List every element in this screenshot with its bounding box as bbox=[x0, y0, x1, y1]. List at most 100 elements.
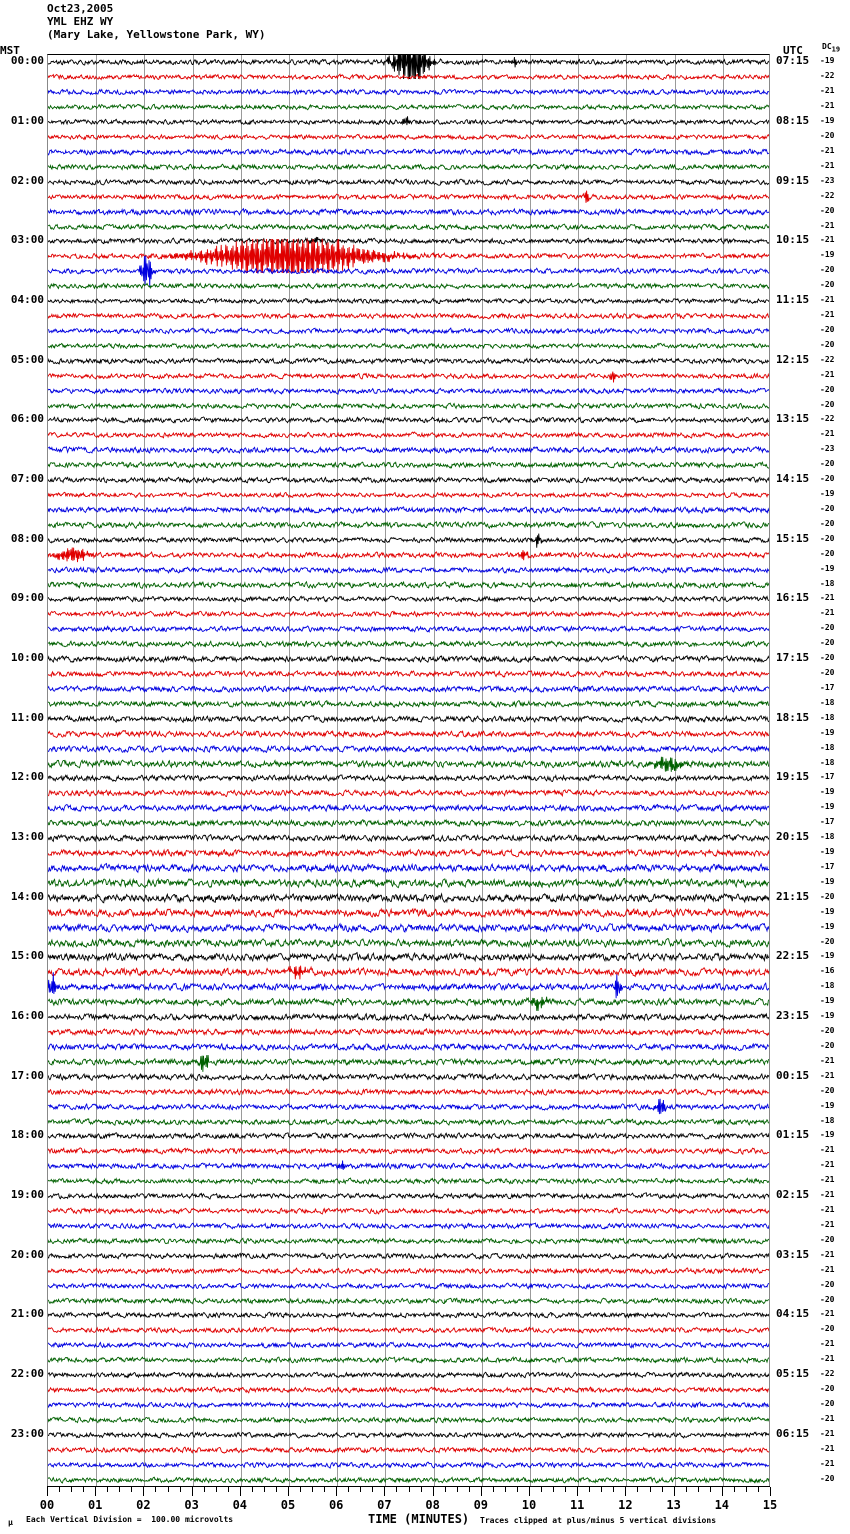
gridline-minute-14 bbox=[722, 55, 724, 1486]
dc-value: -21 bbox=[820, 1205, 835, 1215]
trace-row bbox=[48, 1194, 769, 1228]
x-tick-minor bbox=[263, 1487, 265, 1492]
mst-time-label: 21:00 bbox=[10, 1307, 44, 1321]
trace-row bbox=[48, 1463, 769, 1486]
x-tick-major bbox=[673, 1487, 675, 1496]
trace-row bbox=[48, 1418, 769, 1452]
gridline-minute-01 bbox=[96, 55, 98, 1486]
dc-value: -21 bbox=[820, 369, 835, 379]
x-tick-minor bbox=[203, 1487, 205, 1492]
x-tick-minor bbox=[757, 1487, 759, 1492]
trace-row bbox=[48, 433, 769, 467]
trace-row bbox=[48, 359, 769, 393]
x-tick-minor bbox=[348, 1487, 350, 1492]
x-tick-major bbox=[384, 1487, 386, 1496]
clip-note: Traces clipped at plus/minus 5 vertical … bbox=[480, 1516, 717, 1525]
header-block: Oct23,2005 YML EHZ WY (Mary Lake, Yellow… bbox=[47, 2, 266, 41]
dc-value: -18 bbox=[820, 981, 835, 991]
x-tick-minor bbox=[745, 1487, 747, 1492]
x-tick-minor bbox=[661, 1487, 663, 1492]
x-tick-minor bbox=[565, 1487, 567, 1492]
utc-time-label: 06:15 bbox=[776, 1426, 810, 1440]
dc-value: -19 bbox=[820, 996, 835, 1006]
trace-row bbox=[48, 806, 769, 840]
x-tick-label: 03 bbox=[184, 1498, 199, 1512]
mst-time-label: 17:00 bbox=[10, 1068, 44, 1082]
trace-row bbox=[48, 448, 769, 482]
dc-value: -18 bbox=[820, 712, 835, 722]
trace-row bbox=[48, 732, 769, 766]
utc-time-label: 20:15 bbox=[776, 830, 810, 844]
dc-value: -21 bbox=[820, 1249, 835, 1259]
x-tick-minor bbox=[589, 1487, 591, 1492]
x-tick-major bbox=[336, 1487, 338, 1496]
trace-row bbox=[48, 657, 769, 691]
dc-value: -20 bbox=[820, 384, 835, 394]
mst-time-label: 06:00 bbox=[10, 412, 44, 426]
x-tick-minor bbox=[613, 1487, 615, 1492]
x-tick-minor bbox=[372, 1487, 374, 1492]
trace-row bbox=[48, 90, 769, 124]
x-tick-minor bbox=[119, 1487, 121, 1492]
trace-row bbox=[48, 314, 769, 348]
dc-value: -20 bbox=[820, 891, 835, 901]
dc-value: -19 bbox=[820, 116, 835, 126]
helicorder-plot[interactable] bbox=[47, 54, 770, 1486]
x-axis-ticks bbox=[47, 1487, 771, 1496]
trace-row bbox=[48, 299, 769, 333]
dc-value: -22 bbox=[820, 71, 835, 81]
dc-value: -19 bbox=[820, 876, 835, 886]
trace-row bbox=[48, 896, 769, 930]
utc-time-label: 16:15 bbox=[776, 591, 810, 605]
trace-row bbox=[48, 1388, 769, 1422]
mst-time-label: 10:00 bbox=[10, 651, 44, 665]
trace-row bbox=[48, 1060, 769, 1094]
utc-axis-label: UTC bbox=[783, 44, 803, 57]
x-tick-minor bbox=[516, 1487, 518, 1492]
utc-time-label: 22:15 bbox=[776, 949, 810, 963]
dc-value: -17 bbox=[820, 682, 835, 692]
x-tick-major bbox=[625, 1487, 627, 1496]
dc-value: -21 bbox=[820, 1160, 835, 1170]
mst-time-label: 22:00 bbox=[10, 1367, 44, 1381]
x-tick-major bbox=[239, 1487, 241, 1496]
mst-axis-label: MST bbox=[0, 44, 20, 57]
dc-value: -19 bbox=[820, 489, 835, 499]
x-tick-label: 15 bbox=[762, 1498, 778, 1512]
trace-row bbox=[48, 955, 769, 989]
dc-value: -21 bbox=[820, 1339, 835, 1349]
dc-value: -20 bbox=[820, 339, 835, 349]
trace-row bbox=[48, 747, 769, 781]
dc-value: -21 bbox=[820, 1458, 835, 1468]
dc-value: -20 bbox=[820, 1294, 835, 1304]
utc-time-label: 01:15 bbox=[776, 1128, 810, 1142]
mst-time-label: 05:00 bbox=[10, 352, 44, 366]
x-tick-minor bbox=[215, 1487, 217, 1492]
mst-time-label: 15:00 bbox=[10, 949, 44, 963]
trace-row bbox=[48, 60, 769, 94]
x-tick-minor bbox=[553, 1487, 555, 1492]
x-tick-minor bbox=[83, 1487, 85, 1492]
utc-time-label: 04:15 bbox=[776, 1307, 810, 1321]
mst-time-label: 23:00 bbox=[10, 1426, 44, 1440]
microvolt-symbol: μ bbox=[8, 1518, 13, 1527]
trace-row bbox=[48, 269, 769, 303]
trace-row bbox=[48, 1119, 769, 1153]
gridline-minute-03 bbox=[192, 55, 194, 1486]
dc-value: -19 bbox=[820, 727, 835, 737]
x-tick-label: 09 bbox=[473, 1498, 489, 1512]
utc-time-label: 05:15 bbox=[776, 1367, 810, 1381]
trace-row bbox=[48, 1000, 769, 1034]
dc-value: -21 bbox=[820, 1443, 835, 1453]
x-tick-major bbox=[432, 1487, 434, 1496]
x-tick-minor bbox=[649, 1487, 651, 1492]
dc-value: -20 bbox=[820, 503, 835, 513]
dc-value: -19 bbox=[820, 1100, 835, 1110]
trace-row bbox=[48, 851, 769, 885]
x-tick-label: 08 bbox=[425, 1498, 440, 1512]
trace-row bbox=[48, 1105, 769, 1139]
trace-row bbox=[48, 403, 769, 437]
dc-value: -20 bbox=[820, 131, 835, 141]
trace-row bbox=[48, 1284, 769, 1318]
mst-time-label: 00:00 bbox=[10, 54, 44, 68]
